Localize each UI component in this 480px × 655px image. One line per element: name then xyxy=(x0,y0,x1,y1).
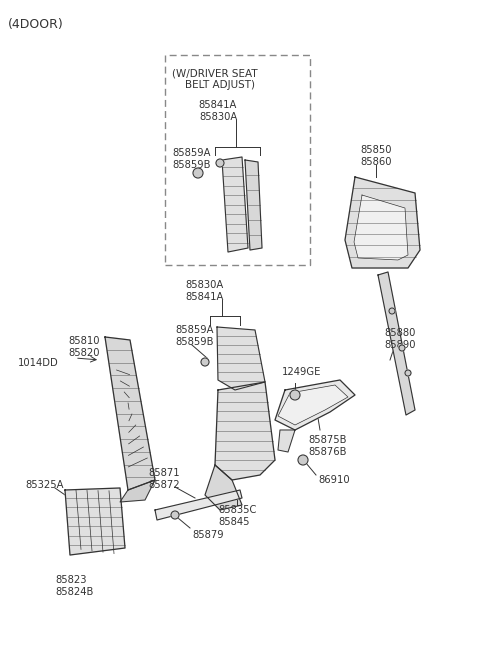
Text: 85835C
85845: 85835C 85845 xyxy=(218,505,256,527)
Polygon shape xyxy=(215,382,275,480)
Text: 85875B
85876B: 85875B 85876B xyxy=(308,435,347,457)
Circle shape xyxy=(216,159,224,167)
Polygon shape xyxy=(65,488,125,555)
Text: 85880
85890: 85880 85890 xyxy=(384,328,416,350)
Polygon shape xyxy=(245,160,262,250)
Text: 1249GE: 1249GE xyxy=(282,367,322,377)
Circle shape xyxy=(201,358,209,366)
Text: 85859A
85859B: 85859A 85859B xyxy=(172,148,211,170)
Circle shape xyxy=(389,308,395,314)
Polygon shape xyxy=(105,337,155,490)
Text: 85871
85872: 85871 85872 xyxy=(148,468,180,489)
Text: (W/DRIVER SEAT
    BELT ADJUST): (W/DRIVER SEAT BELT ADJUST) xyxy=(172,68,258,90)
Polygon shape xyxy=(275,380,355,430)
Circle shape xyxy=(399,345,405,351)
Polygon shape xyxy=(155,490,242,520)
Circle shape xyxy=(193,168,203,178)
Polygon shape xyxy=(217,327,265,390)
Text: 85810
85820: 85810 85820 xyxy=(68,336,99,358)
Text: 85325A: 85325A xyxy=(25,480,63,490)
Polygon shape xyxy=(222,157,248,252)
Polygon shape xyxy=(205,465,242,510)
Text: 85841A
85830A: 85841A 85830A xyxy=(199,100,237,122)
Text: 85859A
85859B: 85859A 85859B xyxy=(175,325,214,346)
Text: 85823
85824B: 85823 85824B xyxy=(55,575,94,597)
Polygon shape xyxy=(378,272,415,415)
Text: 86910: 86910 xyxy=(318,475,349,485)
Text: 85830A
85841A: 85830A 85841A xyxy=(185,280,223,301)
Circle shape xyxy=(405,370,411,376)
Polygon shape xyxy=(345,177,420,268)
Circle shape xyxy=(298,455,308,465)
Polygon shape xyxy=(120,480,155,502)
Polygon shape xyxy=(354,195,408,260)
Text: 85879: 85879 xyxy=(192,530,224,540)
Circle shape xyxy=(290,390,300,400)
Polygon shape xyxy=(278,430,295,452)
Polygon shape xyxy=(278,385,348,425)
Circle shape xyxy=(171,511,179,519)
Text: (4DOOR): (4DOOR) xyxy=(8,18,64,31)
Text: 1014DD: 1014DD xyxy=(18,358,59,368)
Text: 85850
85860: 85850 85860 xyxy=(360,145,392,166)
